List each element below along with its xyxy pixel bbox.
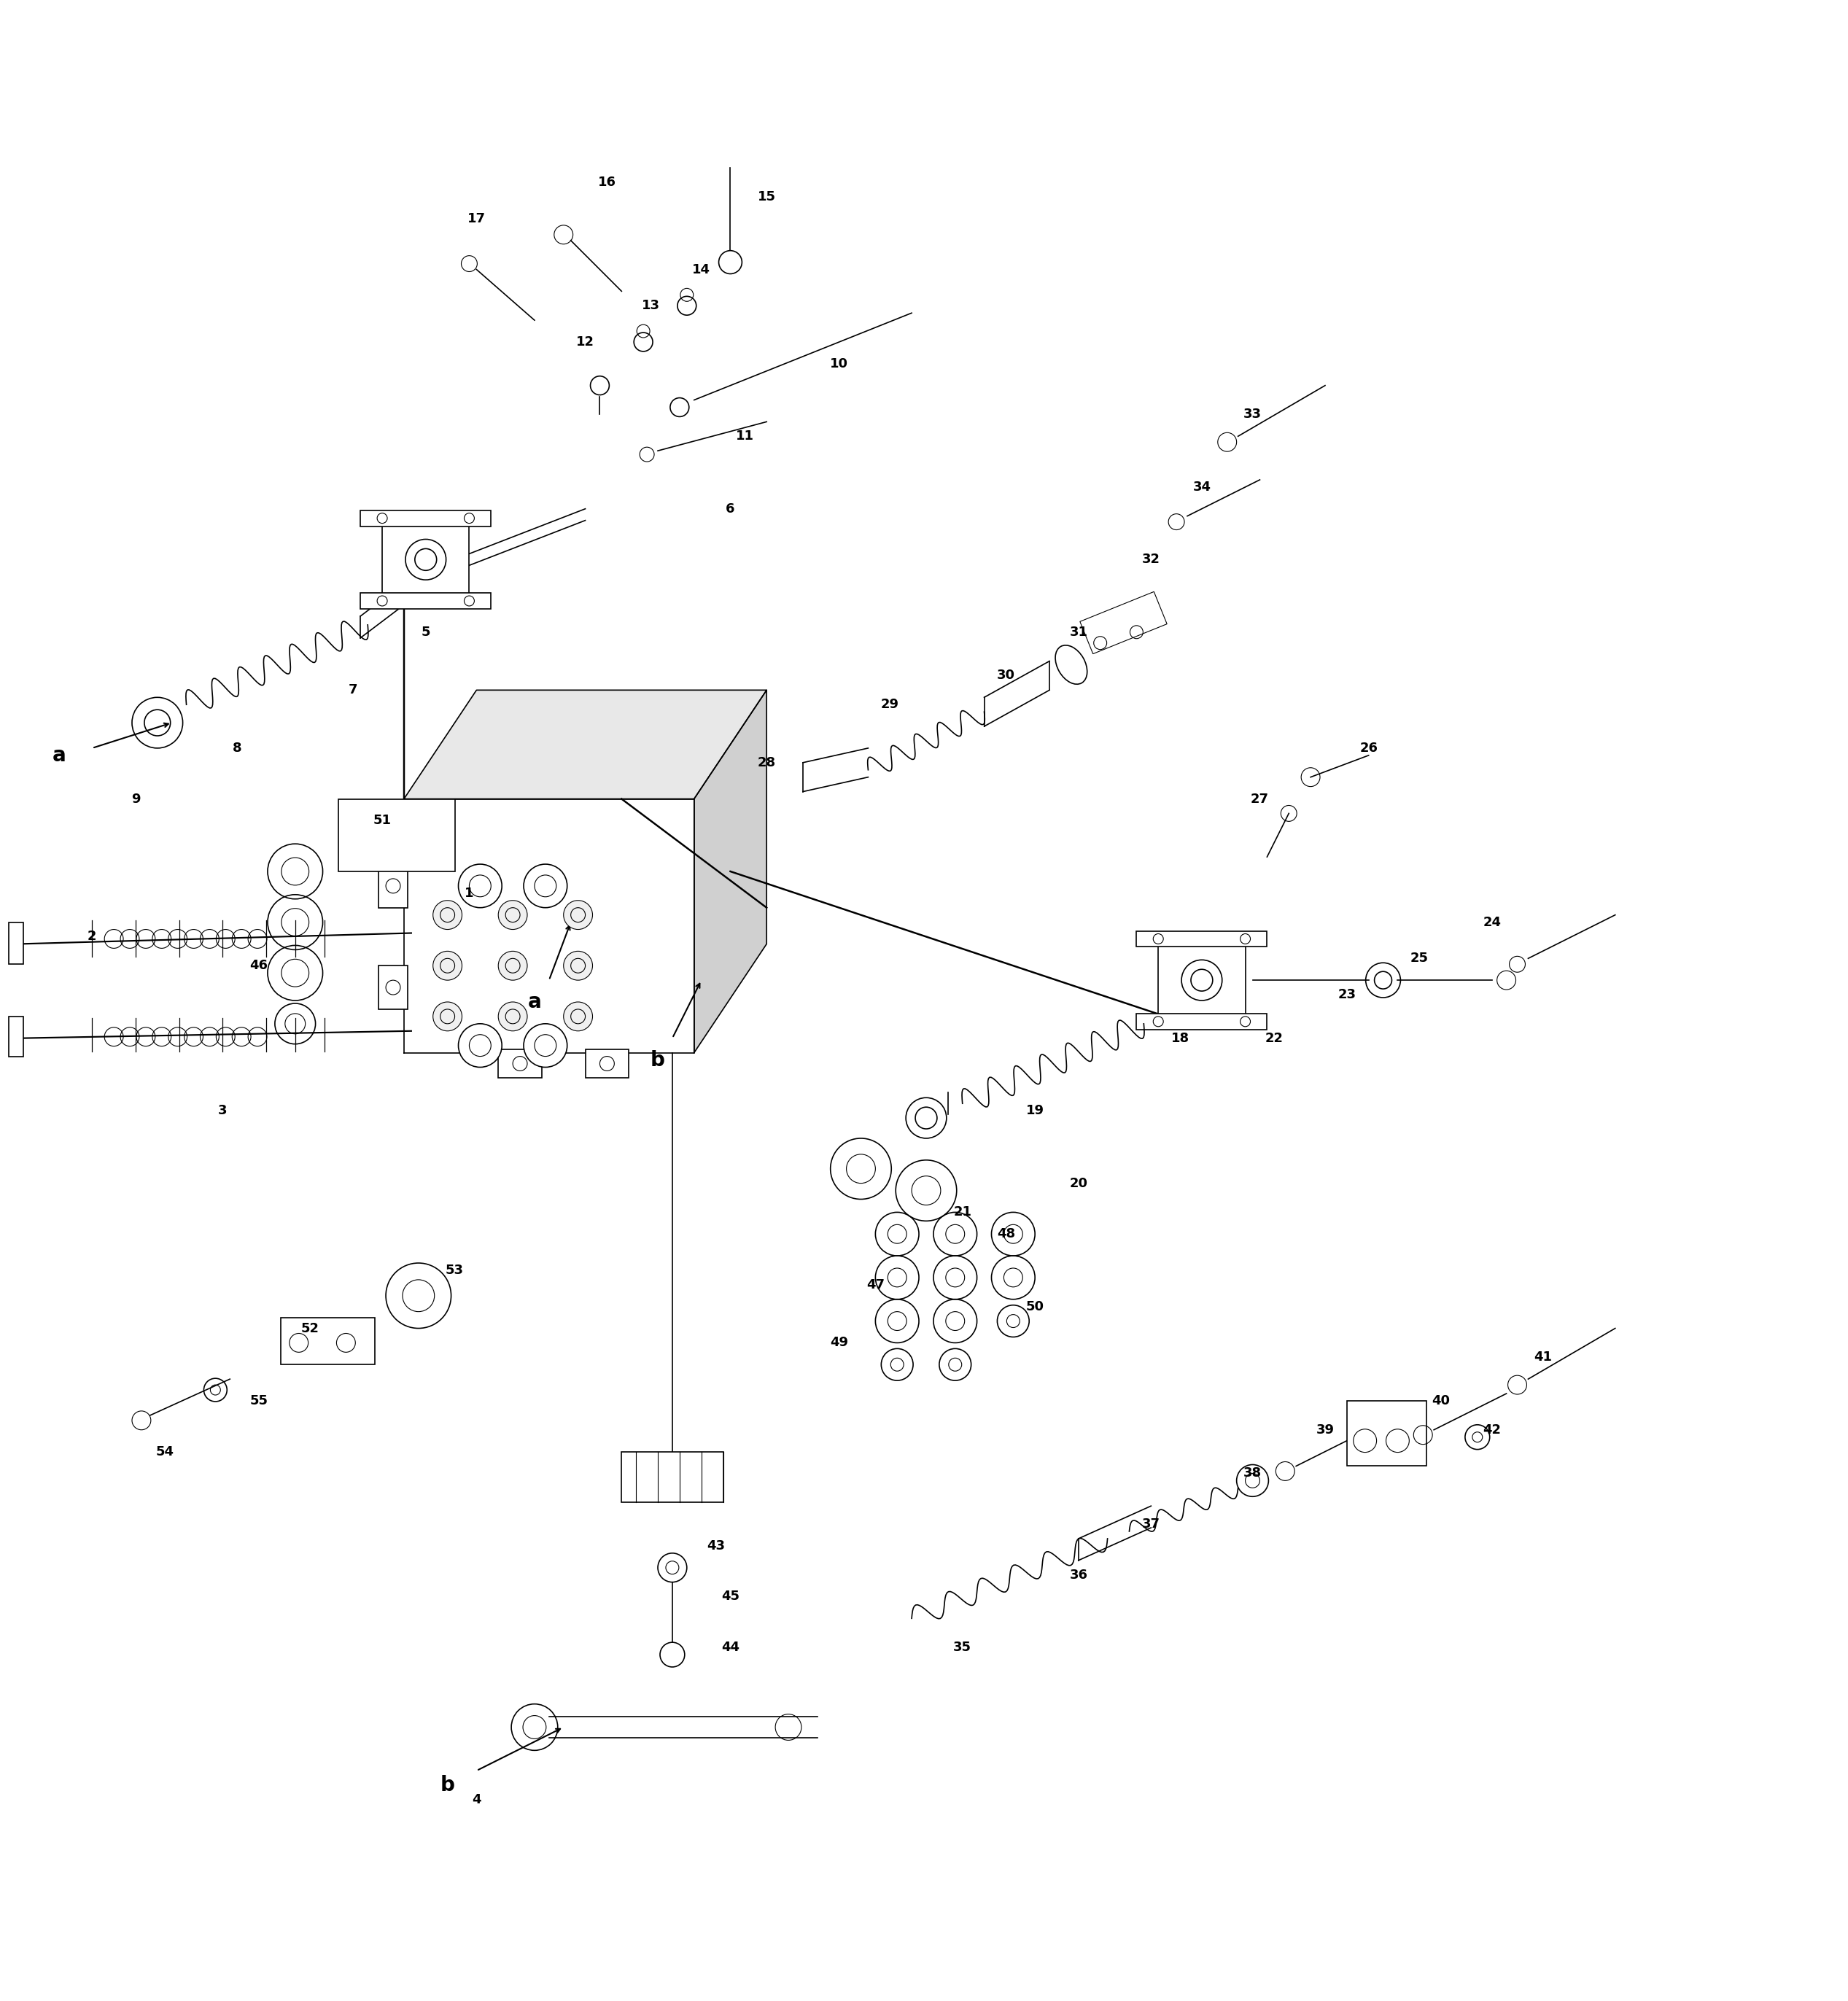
Text: a: a	[529, 992, 541, 1013]
Text: 39: 39	[1316, 1423, 1334, 1437]
Bar	[1079, 592, 1166, 654]
Circle shape	[523, 864, 567, 908]
Text: 7: 7	[349, 684, 359, 696]
Text: 3: 3	[218, 1105, 227, 1117]
Circle shape	[458, 1025, 503, 1067]
Bar	[383, 524, 469, 596]
Circle shape	[564, 1003, 593, 1031]
Text: 21: 21	[954, 1207, 972, 1219]
Text: 4: 4	[471, 1793, 480, 1807]
Circle shape	[432, 950, 462, 980]
Circle shape	[458, 864, 503, 908]
Polygon shape	[695, 690, 767, 1053]
Text: 36: 36	[1070, 1569, 1088, 1581]
Text: 10: 10	[830, 358, 848, 370]
Text: 25: 25	[1410, 952, 1429, 964]
Bar	[1159, 944, 1246, 1017]
Text: 32: 32	[1142, 552, 1161, 566]
Text: 19: 19	[1026, 1105, 1044, 1117]
Text: 18: 18	[1172, 1033, 1188, 1045]
Text: 49: 49	[830, 1337, 848, 1349]
Text: 38: 38	[1244, 1467, 1262, 1481]
Text: 24: 24	[1482, 916, 1501, 928]
Text: 27: 27	[1251, 792, 1270, 806]
Bar	[1137, 930, 1268, 946]
Bar	[586, 1049, 628, 1079]
Bar	[9, 922, 24, 964]
Text: a: a	[52, 744, 67, 766]
Bar	[379, 966, 408, 1009]
Text: 33: 33	[1244, 408, 1262, 420]
Polygon shape	[405, 798, 695, 1053]
Circle shape	[499, 1003, 527, 1031]
Text: b: b	[650, 1051, 665, 1071]
Text: 16: 16	[599, 176, 615, 188]
Text: 34: 34	[1192, 480, 1210, 494]
Text: 11: 11	[736, 430, 754, 442]
Bar	[1347, 1401, 1427, 1467]
Text: 2: 2	[87, 930, 96, 942]
Bar	[360, 592, 492, 608]
Circle shape	[499, 950, 527, 980]
Text: 13: 13	[641, 300, 660, 312]
Circle shape	[523, 1025, 567, 1067]
Circle shape	[660, 1643, 684, 1667]
Bar	[621, 1451, 723, 1503]
Bar	[9, 1017, 24, 1057]
Text: 1: 1	[464, 886, 473, 900]
Text: 6: 6	[726, 502, 736, 516]
Circle shape	[564, 950, 593, 980]
Text: 31: 31	[1070, 626, 1088, 638]
Text: 9: 9	[131, 792, 140, 806]
Text: 12: 12	[577, 336, 595, 348]
Text: 8: 8	[233, 742, 242, 754]
Circle shape	[432, 900, 462, 928]
Text: 52: 52	[301, 1323, 320, 1335]
Text: b: b	[440, 1775, 455, 1795]
Text: 45: 45	[721, 1591, 739, 1603]
Text: 50: 50	[1026, 1301, 1044, 1313]
Text: 14: 14	[693, 262, 710, 276]
Circle shape	[499, 900, 527, 928]
Text: 37: 37	[1142, 1517, 1161, 1531]
Bar	[1137, 1015, 1268, 1029]
Circle shape	[564, 900, 593, 928]
Text: 15: 15	[758, 190, 776, 204]
Text: 30: 30	[996, 668, 1015, 682]
Bar	[379, 864, 408, 908]
Text: 47: 47	[867, 1279, 885, 1291]
Text: 5: 5	[421, 626, 431, 638]
Bar	[281, 1317, 375, 1365]
Text: 26: 26	[1360, 742, 1379, 754]
Text: 20: 20	[1070, 1177, 1088, 1191]
Text: 40: 40	[1432, 1395, 1451, 1407]
Text: 46: 46	[249, 958, 268, 972]
Circle shape	[719, 250, 741, 274]
Text: 42: 42	[1482, 1423, 1501, 1437]
Text: 35: 35	[954, 1641, 972, 1655]
Circle shape	[432, 1003, 462, 1031]
Text: 28: 28	[758, 756, 776, 768]
Text: 54: 54	[155, 1445, 174, 1459]
Text: 44: 44	[721, 1641, 739, 1655]
Text: 51: 51	[373, 814, 392, 826]
Text: 23: 23	[1338, 988, 1356, 1000]
Text: 55: 55	[249, 1395, 268, 1407]
Text: 43: 43	[706, 1539, 724, 1553]
Bar	[499, 1049, 541, 1079]
Text: 22: 22	[1266, 1033, 1283, 1045]
Text: 53: 53	[445, 1265, 464, 1277]
Text: 17: 17	[468, 212, 486, 226]
Text: 41: 41	[1534, 1351, 1552, 1365]
Text: 29: 29	[881, 698, 898, 710]
Text: 48: 48	[996, 1227, 1015, 1241]
Bar	[360, 510, 492, 526]
Bar	[338, 798, 455, 870]
Polygon shape	[405, 690, 767, 798]
